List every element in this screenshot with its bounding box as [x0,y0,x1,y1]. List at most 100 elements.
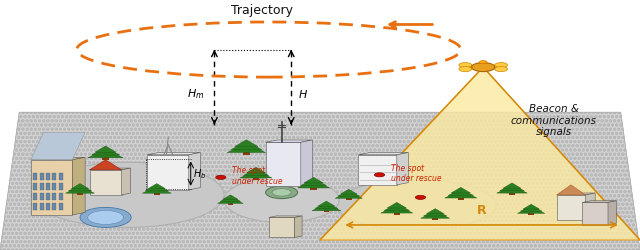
Polygon shape [335,192,362,198]
Bar [46,193,50,200]
Polygon shape [246,168,266,173]
Polygon shape [147,153,200,155]
Polygon shape [218,198,243,203]
Circle shape [495,67,508,72]
Polygon shape [358,155,397,185]
Polygon shape [338,191,360,196]
Polygon shape [421,212,450,218]
Bar [40,183,44,190]
Bar [394,211,400,215]
Polygon shape [384,204,410,211]
Polygon shape [451,188,470,193]
Ellipse shape [224,178,339,222]
Polygon shape [397,153,408,185]
Bar [52,183,56,190]
Circle shape [80,208,131,228]
Polygon shape [500,185,524,191]
Polygon shape [503,183,521,188]
Polygon shape [520,206,542,211]
Bar [59,173,63,180]
Polygon shape [65,187,95,194]
Polygon shape [266,143,301,186]
Circle shape [479,61,487,64]
Bar [243,151,250,155]
Circle shape [495,63,508,68]
Text: Beacon &
communications
signals: Beacon & communications signals [511,104,596,137]
Bar [40,173,44,180]
Polygon shape [231,142,262,150]
Polygon shape [518,207,545,214]
Bar [52,173,56,180]
Polygon shape [424,210,447,216]
Bar [509,192,515,195]
Polygon shape [381,206,413,213]
Polygon shape [90,160,122,170]
Text: $H$: $H$ [298,88,308,100]
Circle shape [459,63,472,68]
Polygon shape [448,190,474,196]
Text: Trajectory: Trajectory [232,4,293,17]
Circle shape [272,189,291,196]
Bar [458,196,464,200]
Bar [33,193,37,200]
Bar [40,203,44,210]
Ellipse shape [32,163,224,228]
Polygon shape [315,203,338,209]
Polygon shape [387,202,406,208]
Bar [59,193,63,200]
Polygon shape [298,181,330,188]
Bar [228,202,233,205]
Text: The spot
under rescue: The spot under rescue [232,166,283,185]
Bar [59,183,63,190]
Polygon shape [31,160,72,215]
Polygon shape [145,186,168,191]
Polygon shape [220,196,241,202]
Text: The spot
under rescue: The spot under rescue [391,163,442,182]
Polygon shape [427,209,444,214]
Polygon shape [122,168,131,195]
Circle shape [216,176,226,180]
Polygon shape [240,171,272,178]
Ellipse shape [336,180,496,230]
Polygon shape [557,195,586,220]
Polygon shape [223,195,238,200]
Polygon shape [143,187,172,194]
Polygon shape [608,201,616,225]
Text: R: R [477,203,486,216]
Bar [154,192,160,195]
Bar [310,186,317,190]
Bar [529,212,534,215]
Circle shape [415,196,426,200]
Polygon shape [294,216,302,238]
Polygon shape [243,170,269,176]
Polygon shape [0,113,640,250]
Polygon shape [582,202,608,225]
Circle shape [88,210,124,224]
Bar [253,176,259,180]
Polygon shape [269,218,294,238]
Polygon shape [301,180,326,186]
Polygon shape [95,146,116,152]
Polygon shape [147,155,189,190]
Polygon shape [523,204,540,209]
Bar [46,173,50,180]
Bar [33,203,37,210]
Polygon shape [31,158,85,160]
Circle shape [374,173,385,177]
Bar [59,203,63,210]
Bar [77,192,83,195]
Bar [102,156,109,160]
Polygon shape [31,133,85,160]
Polygon shape [301,140,312,186]
Polygon shape [90,170,122,195]
Polygon shape [88,150,123,158]
Bar [33,173,37,180]
Polygon shape [92,148,120,155]
Polygon shape [497,186,527,193]
Polygon shape [445,191,477,198]
Polygon shape [312,204,340,211]
Bar [324,209,330,212]
Polygon shape [340,190,357,194]
Text: $H_m$: $H_m$ [188,87,205,101]
Text: $H_b$: $H_b$ [193,167,207,181]
